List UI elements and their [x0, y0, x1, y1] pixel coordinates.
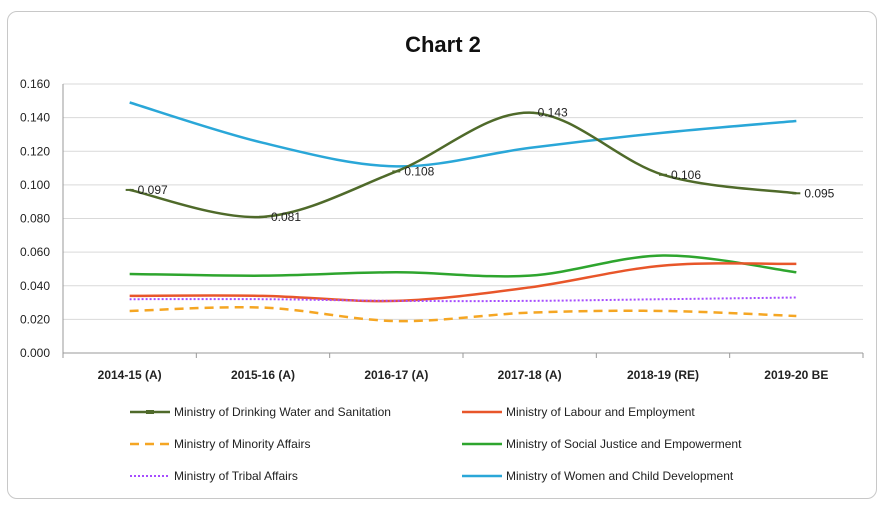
y-tick-label: 0.040	[20, 279, 50, 293]
series-line-ministry-of-social-justice-and-empowerment	[129, 254, 797, 278]
data-label: 0.097	[138, 183, 168, 197]
y-tick-label: 0.140	[20, 111, 50, 125]
y-tick-label: 0.000	[20, 346, 50, 360]
data-label: 0.106	[671, 168, 701, 182]
series-line-ministry-of-labour-and-employment	[129, 262, 797, 303]
series-line-ministry-of-drinking-water-and-sanitation	[129, 111, 797, 219]
legend-label: Ministry of Drinking Water and Sanitatio…	[174, 405, 391, 419]
legend-label: Ministry of Social Justice and Empowerme…	[506, 437, 742, 451]
legend-label: Ministry of Tribal Affairs	[174, 469, 298, 483]
x-tick-label: 2018-19 (RE)	[627, 368, 699, 382]
y-tick-label: 0.060	[20, 245, 50, 259]
legend-label: Ministry of Women and Child Development	[506, 469, 734, 483]
x-tick-label: 2017-18 (A)	[498, 368, 562, 382]
legend-label: Ministry of Minority Affairs	[174, 437, 310, 451]
data-label: 0.095	[804, 186, 834, 200]
data-label: 0.081	[271, 210, 301, 224]
y-tick-label: 0.100	[20, 178, 50, 192]
x-tick-label: 2019-20 BE	[764, 368, 828, 382]
y-tick-label: 0.020	[20, 312, 50, 326]
x-tick-label: 2015-16 (A)	[231, 368, 295, 382]
series-line-ministry-of-tribal-affairs	[129, 296, 797, 303]
legend-label: Ministry of Labour and Employment	[506, 405, 695, 419]
x-tick-label: 2016-17 (A)	[364, 368, 428, 382]
y-tick-label: 0.080	[20, 212, 50, 226]
chart-frame	[7, 11, 877, 499]
data-label: 0.143	[538, 106, 568, 120]
chart-title: Chart 2	[405, 32, 481, 57]
data-label: 0.108	[404, 164, 434, 178]
y-tick-label: 0.120	[20, 144, 50, 158]
series-line-ministry-of-women-and-child-development	[129, 101, 797, 168]
y-tick-label: 0.160	[20, 77, 50, 91]
series-line-ministry-of-minority-affairs	[129, 305, 797, 323]
x-tick-label: 2014-15 (A)	[98, 368, 162, 382]
